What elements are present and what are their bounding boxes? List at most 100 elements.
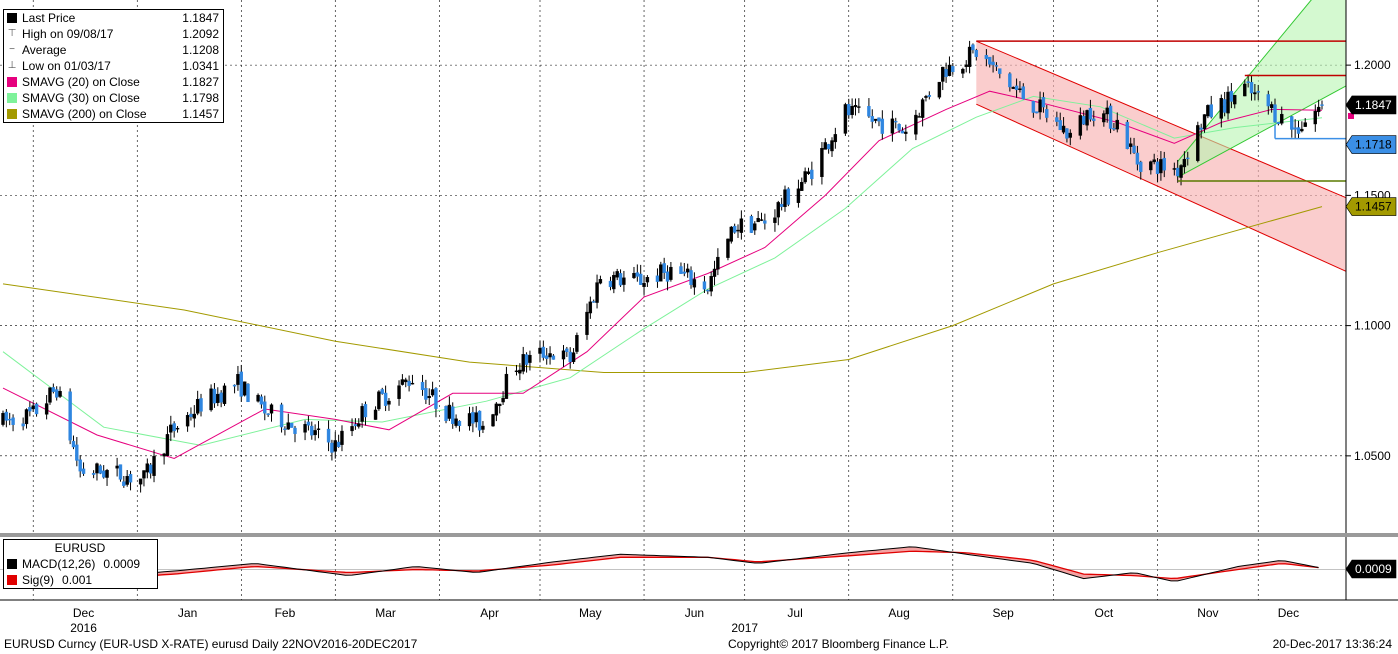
candle-body (266, 413, 270, 416)
candle-body (1105, 107, 1109, 115)
candle-body (430, 389, 435, 396)
candle-body (454, 418, 458, 426)
candle-body (333, 440, 337, 452)
candle-body (679, 266, 683, 274)
x-month-label: Jan (178, 606, 197, 620)
candle-body (917, 116, 921, 118)
high-marker-icon: ⊤ (7, 28, 17, 39)
candle-body (1092, 118, 1096, 121)
x-month-label: May (579, 606, 602, 620)
panel-separator (0, 533, 1398, 537)
candle-body (1273, 104, 1277, 123)
candle-body (447, 404, 452, 419)
price-tags: 1.1847 1.1718 1.1457 0.0009 (1345, 95, 1397, 579)
legend-swatch (7, 77, 17, 87)
candle-body (1280, 113, 1284, 124)
candle-body (776, 202, 780, 218)
candle-body (1152, 159, 1156, 163)
legend-label: Average (22, 43, 67, 57)
x-month-label: Oct (1095, 606, 1114, 620)
candle-body (148, 464, 153, 474)
candle-body (759, 219, 764, 221)
candle-body (702, 281, 707, 290)
macd-tag: 0.0009 (1345, 559, 1397, 579)
candle-body (457, 420, 462, 427)
candle-body (528, 354, 532, 363)
candle-body (1229, 90, 1234, 102)
candle-body (773, 217, 777, 223)
candle-body (833, 134, 838, 143)
x-month-label: Feb (275, 606, 296, 620)
candle-body (615, 271, 619, 278)
candle-body (212, 388, 217, 404)
candle-body (830, 140, 834, 152)
candle-body (1078, 115, 1083, 136)
candle-body (68, 391, 72, 441)
up-channel-lower-edge (1177, 85, 1347, 178)
candle-body (518, 369, 522, 374)
horizontal-levels (976, 40, 1346, 182)
signal-line (2, 550, 1319, 584)
candle-body (739, 218, 744, 233)
candle-body (1316, 106, 1321, 113)
candle-body (800, 181, 804, 191)
footer-timestamp: 20-Dec-2017 13:36:24 (1272, 637, 1392, 651)
candle-body (642, 283, 646, 287)
candle-body (749, 216, 754, 233)
candle-body (1162, 157, 1166, 171)
candle-body (172, 423, 176, 432)
candle-body (101, 470, 106, 478)
candle-body (941, 66, 945, 82)
candle-body (283, 428, 287, 430)
candle-body (1186, 157, 1190, 160)
candle-body (806, 171, 811, 174)
candle-body (709, 276, 713, 292)
candle-body (185, 415, 190, 427)
candle-body (756, 218, 760, 223)
legend-value: 1.1457 (182, 107, 219, 121)
candle-body (152, 455, 156, 476)
x-month-label: Dec (1278, 606, 1299, 620)
candle-body (994, 65, 999, 67)
candle-body (1041, 97, 1046, 108)
candle-body (91, 472, 96, 475)
candle-body (350, 426, 354, 432)
candle-body (820, 148, 824, 178)
candle-body (873, 118, 878, 121)
candle-body (712, 268, 717, 277)
candle-body (216, 393, 220, 404)
legend-label: SMAVG (20) on Close (22, 75, 140, 89)
candle-body (1115, 119, 1119, 130)
macd-legend: EURUSD MACD(12,26) 0.0009 Sig(9) 0.001 (3, 539, 158, 589)
candle-body (1135, 152, 1140, 165)
candle-body (692, 279, 697, 288)
candle-body (1088, 107, 1093, 120)
candle-body (1296, 127, 1301, 134)
candle-body (810, 169, 814, 180)
candle-body (669, 266, 673, 280)
candle-body (732, 225, 737, 233)
candle-body (28, 407, 32, 412)
candle-body (474, 412, 478, 423)
candle-body (1139, 161, 1143, 172)
x-month-label: Sep (992, 606, 1014, 620)
candle-body (189, 413, 193, 417)
candle-body (387, 400, 391, 405)
candle-body (638, 273, 643, 285)
x-month-label: Jun (685, 606, 704, 620)
candle-body (373, 409, 378, 420)
candle-body (870, 116, 874, 122)
candle-body (1011, 87, 1015, 89)
candle-body (1313, 110, 1317, 125)
candle-body (588, 301, 593, 314)
candle-body (951, 66, 955, 73)
candle-body (81, 468, 86, 474)
candle-body (4, 411, 9, 421)
candle-body (591, 301, 596, 303)
candle-body (880, 118, 885, 134)
candle-body (763, 220, 767, 224)
candle-body (514, 370, 519, 373)
candle-body (1, 413, 5, 425)
candle-body (1276, 122, 1281, 124)
